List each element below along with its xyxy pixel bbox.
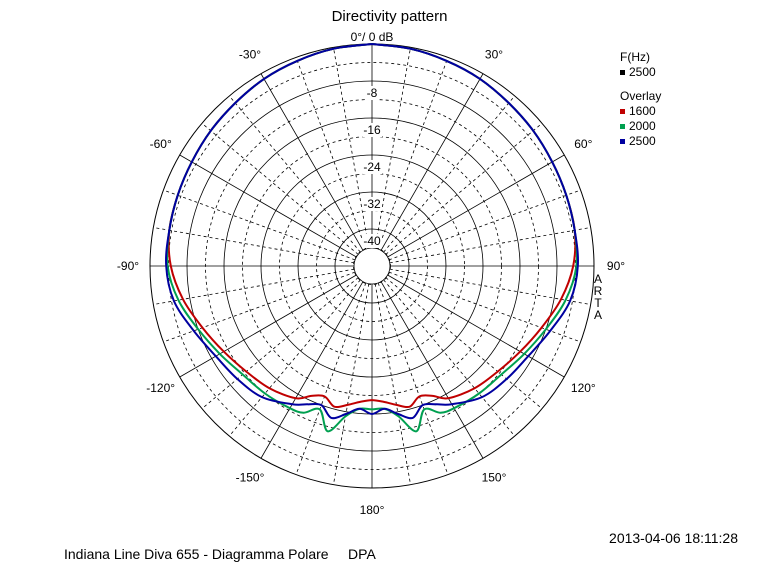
legend-label: 2500 (629, 65, 656, 79)
grid-spoke-minor (383, 279, 516, 437)
polar-grid (149, 43, 595, 489)
grid-spoke-major (179, 274, 357, 378)
legend-label: 2500 (629, 134, 656, 148)
polar-labels: 0°/ 0 dB -8 -16 -24 -32 -40 30° 60° 90° 120° 150° 1… (117, 30, 625, 517)
angle-tick-label: 150° (482, 470, 507, 484)
legend-swatch (620, 139, 625, 144)
legend: F(Hz) 2500 Overlay 1600 2000 2500 (620, 50, 661, 149)
grid-spoke-minor (153, 227, 355, 264)
label-halo (362, 123, 382, 137)
legend-item-current: 2500 (620, 65, 661, 80)
radial-tick-label: -32 (363, 197, 381, 211)
grid-spoke-minor (333, 283, 370, 485)
angle-tick-label: 60° (574, 137, 592, 151)
grid-spoke-minor (228, 279, 361, 437)
legend-item-1600: 1600 (620, 104, 661, 119)
legend-swatch (620, 124, 625, 129)
grid-spoke-minor (163, 189, 356, 261)
grid-spoke-major (387, 154, 565, 258)
legend-overlay-heading: Overlay (620, 89, 662, 103)
label-halo (362, 234, 382, 248)
grid-spoke-major (387, 274, 565, 378)
grid-spoke-minor (383, 95, 516, 253)
label-halo (362, 197, 382, 211)
grid-spoke-minor (201, 277, 359, 410)
angle-tick-label: -120° (146, 381, 175, 395)
grid-spoke-major (380, 73, 484, 251)
grid-spoke-minor (295, 57, 367, 250)
brand-letter: A (593, 308, 602, 322)
grid-spoke-minor (333, 47, 370, 249)
legend-label: 2000 (629, 119, 656, 133)
grid-spoke-minor (228, 95, 361, 253)
label-halo (365, 86, 379, 100)
grid-spoke-minor (201, 122, 359, 255)
legend-swatch (620, 70, 625, 75)
series-line-2500 (165, 43, 579, 420)
grid-spoke-minor (388, 189, 581, 261)
brand-letter: T (594, 296, 602, 310)
grid-spoke-minor (385, 122, 543, 255)
grid-spoke-minor (295, 282, 367, 475)
legend-item-2000: 2000 (620, 119, 661, 134)
legend-item-2500: 2500 (620, 134, 661, 149)
chart-title: Directivity pattern (331, 8, 448, 25)
grid-spoke-minor (389, 268, 591, 305)
grid-spoke-minor (374, 47, 411, 249)
radial-tick-label: -40 (363, 234, 381, 248)
angle-tick-label: -30° (239, 48, 261, 62)
grid-spoke-minor (389, 227, 591, 264)
arta-brand-label: A R T A (593, 273, 603, 321)
label-halo (362, 160, 382, 174)
grid-spoke-minor (388, 271, 581, 343)
angle-tick-label: 180° (360, 503, 385, 517)
legend-label: 1600 (629, 104, 656, 118)
angle-tick-label: -60° (150, 137, 172, 151)
radial-tick-label: -16 (363, 123, 381, 137)
grid-spoke-major (260, 281, 364, 459)
brand-letter: R (593, 284, 603, 298)
angle-tick-label: 90° (607, 259, 625, 273)
grid-center (353, 247, 391, 285)
grid-spoke-minor (377, 282, 449, 475)
grid-spoke-major (260, 73, 364, 251)
grid-spoke-minor (163, 271, 356, 343)
footer-caption: Indiana Line Diva 655 - Diagramma Polare… (64, 546, 376, 562)
grid-spoke-minor (374, 283, 411, 485)
legend-heading: F(Hz) (620, 50, 650, 64)
angle-tick-label: -150° (236, 470, 265, 484)
radial-tick-label: -8 (367, 86, 378, 100)
grid-spoke-major (380, 281, 484, 459)
grid-spoke-minor (377, 57, 449, 250)
grid-spoke-minor (153, 268, 355, 305)
angle-tick-label: 120° (571, 381, 596, 395)
grid-spoke-minor (385, 277, 543, 410)
angle-tick-label: 30° (485, 48, 503, 62)
radial-tick-label: 0°/ 0 dB (351, 30, 394, 44)
brand-letter: A (593, 272, 602, 286)
grid-spoke-major (179, 154, 357, 258)
timestamp: 2013-04-06 18:11:28 (609, 530, 738, 546)
polar-curves (165, 43, 579, 433)
radial-tick-label: -24 (363, 160, 381, 174)
angle-tick-label: -90° (117, 259, 139, 273)
legend-swatch (620, 109, 625, 114)
